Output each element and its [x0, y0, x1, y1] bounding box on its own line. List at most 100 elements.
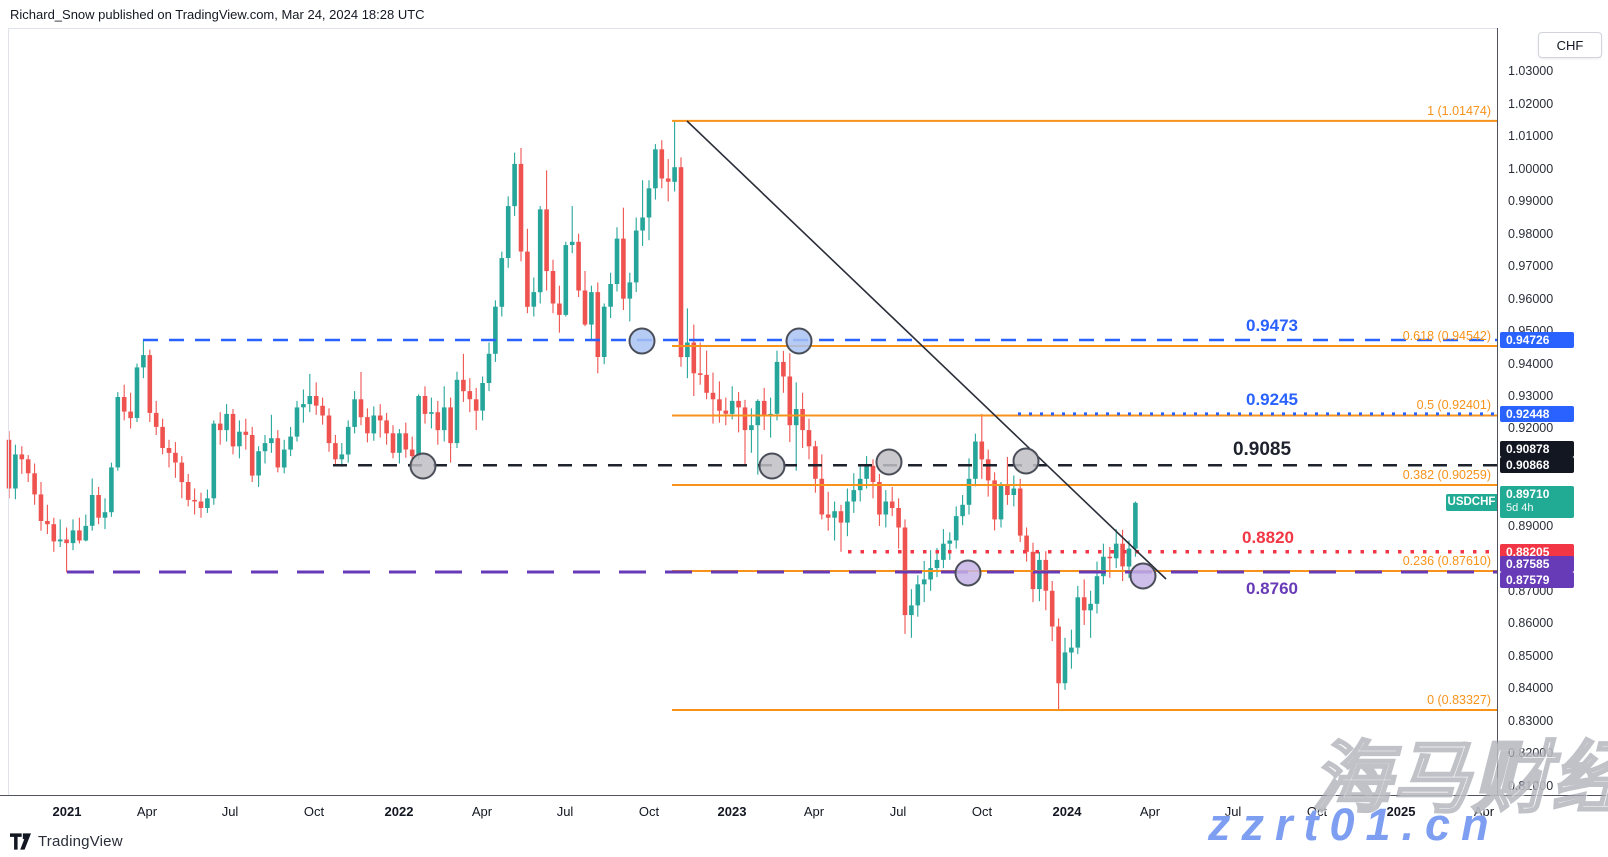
candle-body[interactable]	[845, 501, 850, 523]
candle-body[interactable]	[953, 516, 959, 541]
candle-body[interactable]	[269, 438, 274, 444]
candle-body[interactable]	[851, 490, 857, 502]
candle-body[interactable]	[1069, 647, 1074, 653]
candle-body[interactable]	[64, 539, 69, 544]
candle-body[interactable]	[422, 396, 428, 414]
candle-body[interactable]	[576, 241, 581, 291]
candle-body[interactable]	[371, 415, 377, 434]
candle-body[interactable]	[608, 284, 613, 307]
candle-body[interactable]	[160, 426, 165, 448]
level-touch-marker-gray[interactable]	[875, 448, 903, 476]
price-axis[interactable]: CHF 1.03000 1.02000 1.01000 1.00000 0.99000 0…	[1497, 28, 1608, 830]
descending-trendline[interactable]	[686, 120, 1167, 580]
candle-body[interactable]	[262, 443, 268, 452]
level-touch-marker-gray[interactable]	[758, 452, 786, 480]
candle-body[interactable]	[877, 482, 882, 515]
candle-body[interactable]	[454, 379, 460, 444]
candle-body[interactable]	[1017, 488, 1023, 536]
candle-body[interactable]	[653, 149, 658, 189]
candle-body[interactable]	[352, 399, 357, 427]
candle-body[interactable]	[377, 415, 383, 421]
level-touch-marker-gray[interactable]	[1012, 447, 1040, 475]
candle-body[interactable]	[403, 433, 409, 450]
candle-body[interactable]	[230, 413, 236, 447]
candle-body[interactable]	[985, 459, 991, 481]
candle-body[interactable]	[537, 209, 543, 293]
candle-body[interactable]	[397, 433, 402, 453]
candle-body[interactable]	[141, 355, 146, 368]
candle-body[interactable]	[697, 373, 703, 375]
candle-body[interactable]	[781, 361, 786, 377]
candle-body[interactable]	[326, 415, 332, 444]
candle-body[interactable]	[1133, 502, 1138, 549]
candle-body[interactable]	[934, 559, 940, 568]
candle-body[interactable]	[736, 400, 741, 408]
candle-body[interactable]	[435, 412, 441, 431]
candle-body[interactable]	[889, 501, 895, 509]
candle-body[interactable]	[198, 501, 204, 509]
candle-body[interactable]	[646, 188, 652, 218]
candle-body[interactable]	[800, 409, 805, 431]
candle-body[interactable]	[115, 397, 121, 468]
candle-body[interactable]	[77, 530, 82, 541]
candle-body[interactable]	[883, 501, 889, 515]
candle-body[interactable]	[742, 407, 748, 431]
candle-body[interactable]	[51, 524, 57, 542]
candle-body[interactable]	[339, 454, 345, 460]
candle-body[interactable]	[621, 238, 626, 299]
candle-body[interactable]	[45, 521, 50, 525]
candle-body[interactable]	[806, 430, 812, 447]
candle-body[interactable]	[685, 342, 690, 358]
candle-body[interactable]	[518, 163, 524, 252]
candle-body[interactable]	[1043, 559, 1049, 591]
candle-body[interactable]	[217, 423, 223, 431]
candle-body[interactable]	[1037, 559, 1042, 590]
candle-body[interactable]	[915, 584, 921, 606]
time-axis[interactable]: 2021 Apr Jul Oct 2022 Apr Jul Oct 2023 Apr Jul Oct 2…	[0, 795, 1608, 831]
candle-body[interactable]	[249, 435, 255, 476]
candle-body[interactable]	[461, 379, 466, 392]
candle-body[interactable]	[1113, 543, 1119, 559]
candle-body[interactable]	[774, 361, 780, 414]
candle-body[interactable]	[358, 399, 364, 418]
candle-body[interactable]	[185, 482, 191, 500]
candle-body[interactable]	[1101, 556, 1106, 577]
candle-body[interactable]	[947, 540, 953, 544]
candle-body[interactable]	[1107, 556, 1113, 559]
candle-body[interactable]	[966, 478, 972, 505]
level-touch-marker-purple[interactable]	[954, 559, 982, 587]
candle-body[interactable]	[992, 480, 997, 520]
candle-body[interactable]	[601, 306, 607, 357]
candle-body[interactable]	[1005, 485, 1010, 495]
candle-body[interactable]	[941, 543, 946, 560]
tradingview-attribution[interactable]: TradingView	[10, 833, 123, 850]
candle-body[interactable]	[589, 292, 594, 325]
level-touch-marker-gray[interactable]	[409, 452, 437, 480]
candle-body[interactable]	[614, 238, 620, 284]
candle-body[interactable]	[1062, 652, 1068, 684]
candle-body[interactable]	[729, 400, 735, 414]
candle-body[interactable]	[909, 605, 914, 616]
candle-body[interactable]	[441, 407, 447, 431]
candle-body[interactable]	[960, 504, 965, 517]
candle-body[interactable]	[819, 478, 825, 515]
candle-body[interactable]	[121, 397, 127, 412]
candle-body[interactable]	[870, 465, 876, 482]
candle-body[interactable]	[345, 426, 351, 455]
candle-body[interactable]	[973, 441, 978, 479]
candle-body[interactable]	[89, 495, 95, 526]
candle-body[interactable]	[473, 399, 479, 411]
candle-body[interactable]	[275, 438, 281, 468]
candle-body[interactable]	[1120, 543, 1125, 567]
candle-body[interactable]	[243, 431, 249, 435]
candle-body[interactable]	[493, 306, 498, 354]
candle-body[interactable]	[864, 465, 869, 479]
candle-body[interactable]	[256, 451, 261, 476]
candle-body[interactable]	[166, 448, 172, 453]
candle-body[interactable]	[313, 396, 319, 406]
candle-body[interactable]	[793, 409, 799, 426]
candle-body[interactable]	[6, 439, 12, 489]
candle-body[interactable]	[633, 230, 639, 283]
candle-body[interactable]	[717, 399, 722, 411]
